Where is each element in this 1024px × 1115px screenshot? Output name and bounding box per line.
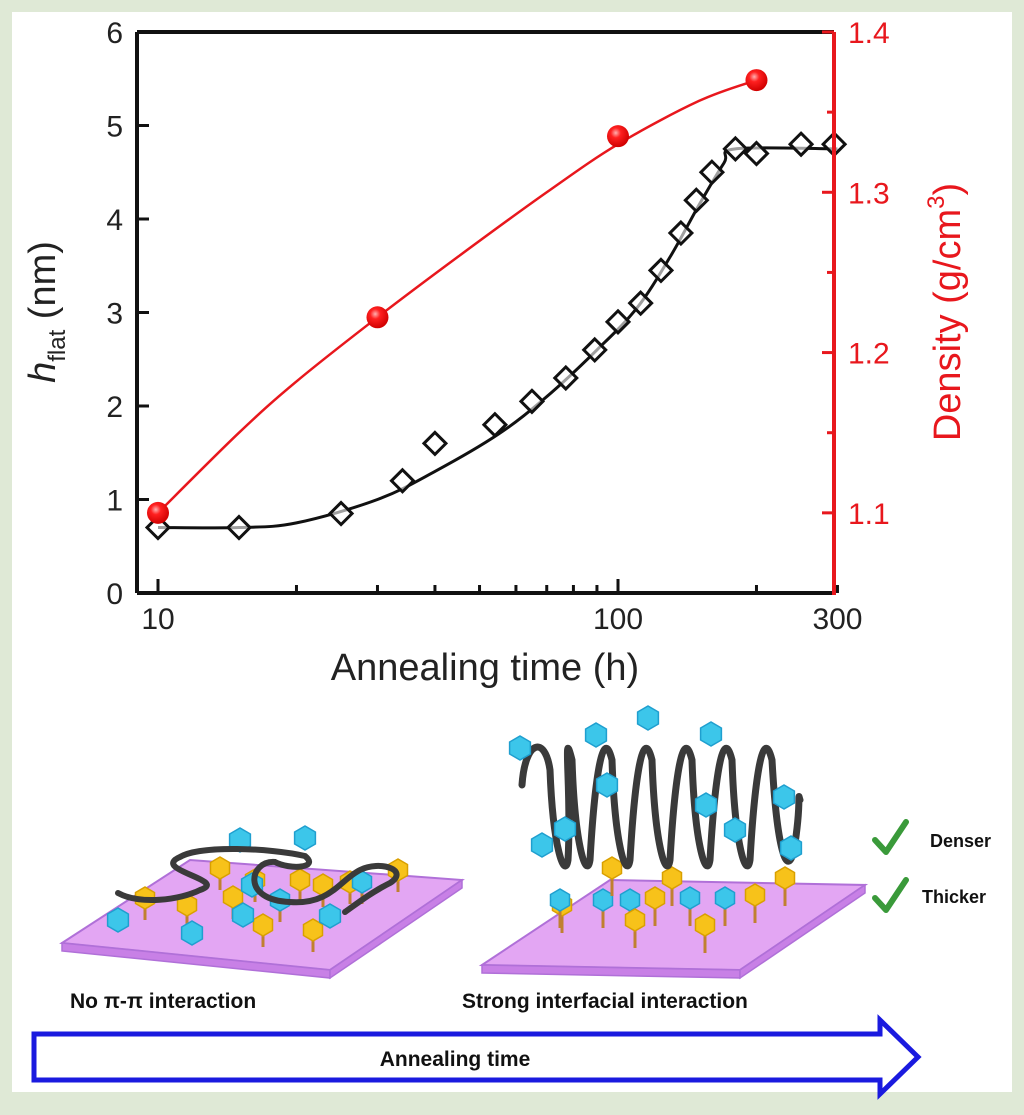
yellow-ring: [694, 913, 716, 937]
y-right-title-sup: 3: [923, 196, 950, 209]
left-random-chain: [115, 846, 400, 915]
x-tick-label: 300: [812, 603, 862, 636]
y-right-tick-label: 1.4: [848, 17, 890, 50]
x-axis-title: Annealing time (h): [331, 647, 639, 689]
chart: 10 100 300 0 1 2 3 4 5 6 1.1 1.2 1.3 1.4 Annealing ti…: [22, 17, 969, 689]
right-helical-chain: [518, 743, 804, 870]
yellow-ring: [644, 886, 666, 910]
yellow-ring: [252, 913, 274, 937]
right-substrate: [478, 878, 869, 980]
y-right-title-end: ): [927, 183, 969, 196]
hflat-data-point: [722, 135, 749, 162]
density-data-point: [366, 306, 389, 329]
check-label-denser: Denser: [930, 831, 991, 851]
checkmark-icon: [872, 819, 909, 855]
cyan-ring: [636, 705, 660, 731]
hflat-data-point: [327, 500, 355, 527]
y-left-tick-label: 1: [106, 485, 123, 518]
yellow-ring: [744, 883, 766, 907]
right-caption: Strong interfacial interaction: [462, 990, 748, 1013]
checkmark-icon: [872, 877, 909, 913]
yellow-ring: [289, 868, 311, 892]
cyan-ring: [553, 816, 577, 842]
yellow-ring: [774, 866, 796, 890]
cyan-ring: [106, 907, 130, 933]
y-right-tick-label: 1.2: [848, 338, 890, 371]
yellow-ring: [601, 856, 623, 880]
right-top-molecules: [508, 705, 803, 861]
density-data-point: [147, 501, 169, 524]
hflat-data-point: [627, 290, 654, 317]
y-right-title-main: Density (g/cm: [927, 209, 969, 441]
hflat-data-point: [787, 131, 815, 158]
y-left-title-unit: (nm): [22, 241, 64, 330]
yellow-ring: [209, 856, 231, 880]
cyan-ring: [318, 903, 342, 929]
cyan-ring: [619, 888, 641, 912]
check-label-thicker: Thicker: [922, 887, 986, 907]
right-molecules: [549, 856, 796, 953]
hflat-data-point: [683, 187, 710, 214]
y-left-tick-label: 0: [106, 578, 123, 611]
svg-text:hflat (nm): hflat (nm): [22, 241, 71, 383]
y-left-tick-label: 2: [106, 391, 123, 424]
y-left-tick-label: 6: [106, 17, 123, 50]
cyan-ring: [779, 835, 803, 861]
cyan-ring: [723, 817, 747, 843]
cyan-ring: [508, 735, 532, 761]
hflat-data-point: [225, 514, 253, 541]
cyan-ring: [549, 888, 571, 912]
arrow-label: Annealing time: [380, 1048, 531, 1071]
Density-fit-line: [157, 78, 757, 514]
check-denser: Denser: [872, 819, 991, 855]
y-left-tick-label: 4: [106, 204, 123, 237]
hflat-data-point: [698, 159, 726, 186]
x-tick-label: 10: [141, 603, 174, 636]
cyan-ring: [293, 825, 317, 851]
hflat-data-point: [667, 219, 695, 247]
y-right-tick-label: 1.3: [848, 177, 890, 210]
hflat-data-point: [581, 336, 608, 364]
annealing-time-arrow: Annealing time: [31, 1014, 922, 1100]
x-tick-label: 100: [593, 603, 643, 636]
y-left-title-main: h: [22, 362, 64, 383]
cyan-ring: [530, 832, 554, 858]
hflat-data-point: [481, 411, 509, 438]
hflat-data-point: [743, 140, 770, 167]
cyan-ring: [679, 886, 701, 910]
cyan-ring: [699, 721, 723, 747]
cyan-ring: [772, 784, 796, 810]
yellow-ring: [624, 908, 646, 932]
y-left-tick-label: 3: [106, 298, 123, 331]
y-right-tick-label: 1.1: [848, 498, 890, 531]
density-data-point: [745, 69, 768, 92]
y-left-title-sub: flat: [44, 329, 71, 361]
yellow-ring: [661, 866, 683, 890]
cyan-ring: [231, 902, 255, 928]
cyan-ring: [180, 920, 204, 946]
cyan-ring: [694, 792, 718, 818]
y-left-axis-title: hflat (nm): [22, 241, 71, 383]
y-left-tick-label: 5: [106, 111, 123, 144]
hflat-data-point: [552, 364, 579, 392]
cyan-ring: [584, 722, 608, 748]
h_flat-fit-line: [157, 146, 838, 530]
hflat-data-point: [421, 430, 449, 457]
left-caption: No π-π interaction: [70, 990, 256, 1013]
hflat-data-point: [389, 467, 416, 494]
cyan-ring: [592, 888, 614, 912]
hflat-data-point: [647, 257, 675, 284]
schematic: Denser Thicker No π-π interaction Strong…: [31, 705, 991, 1100]
svg-text:Density (g/cm3): Density (g/cm3): [923, 183, 969, 441]
y-right-axis-title: Density (g/cm3): [923, 183, 969, 441]
hflat-data-point: [604, 308, 632, 335]
cyan-ring: [714, 886, 736, 910]
cyan-ring: [595, 772, 619, 798]
check-thicker: Thicker: [872, 877, 986, 913]
hflat-data-point: [518, 388, 546, 415]
density-data-point: [607, 125, 629, 148]
